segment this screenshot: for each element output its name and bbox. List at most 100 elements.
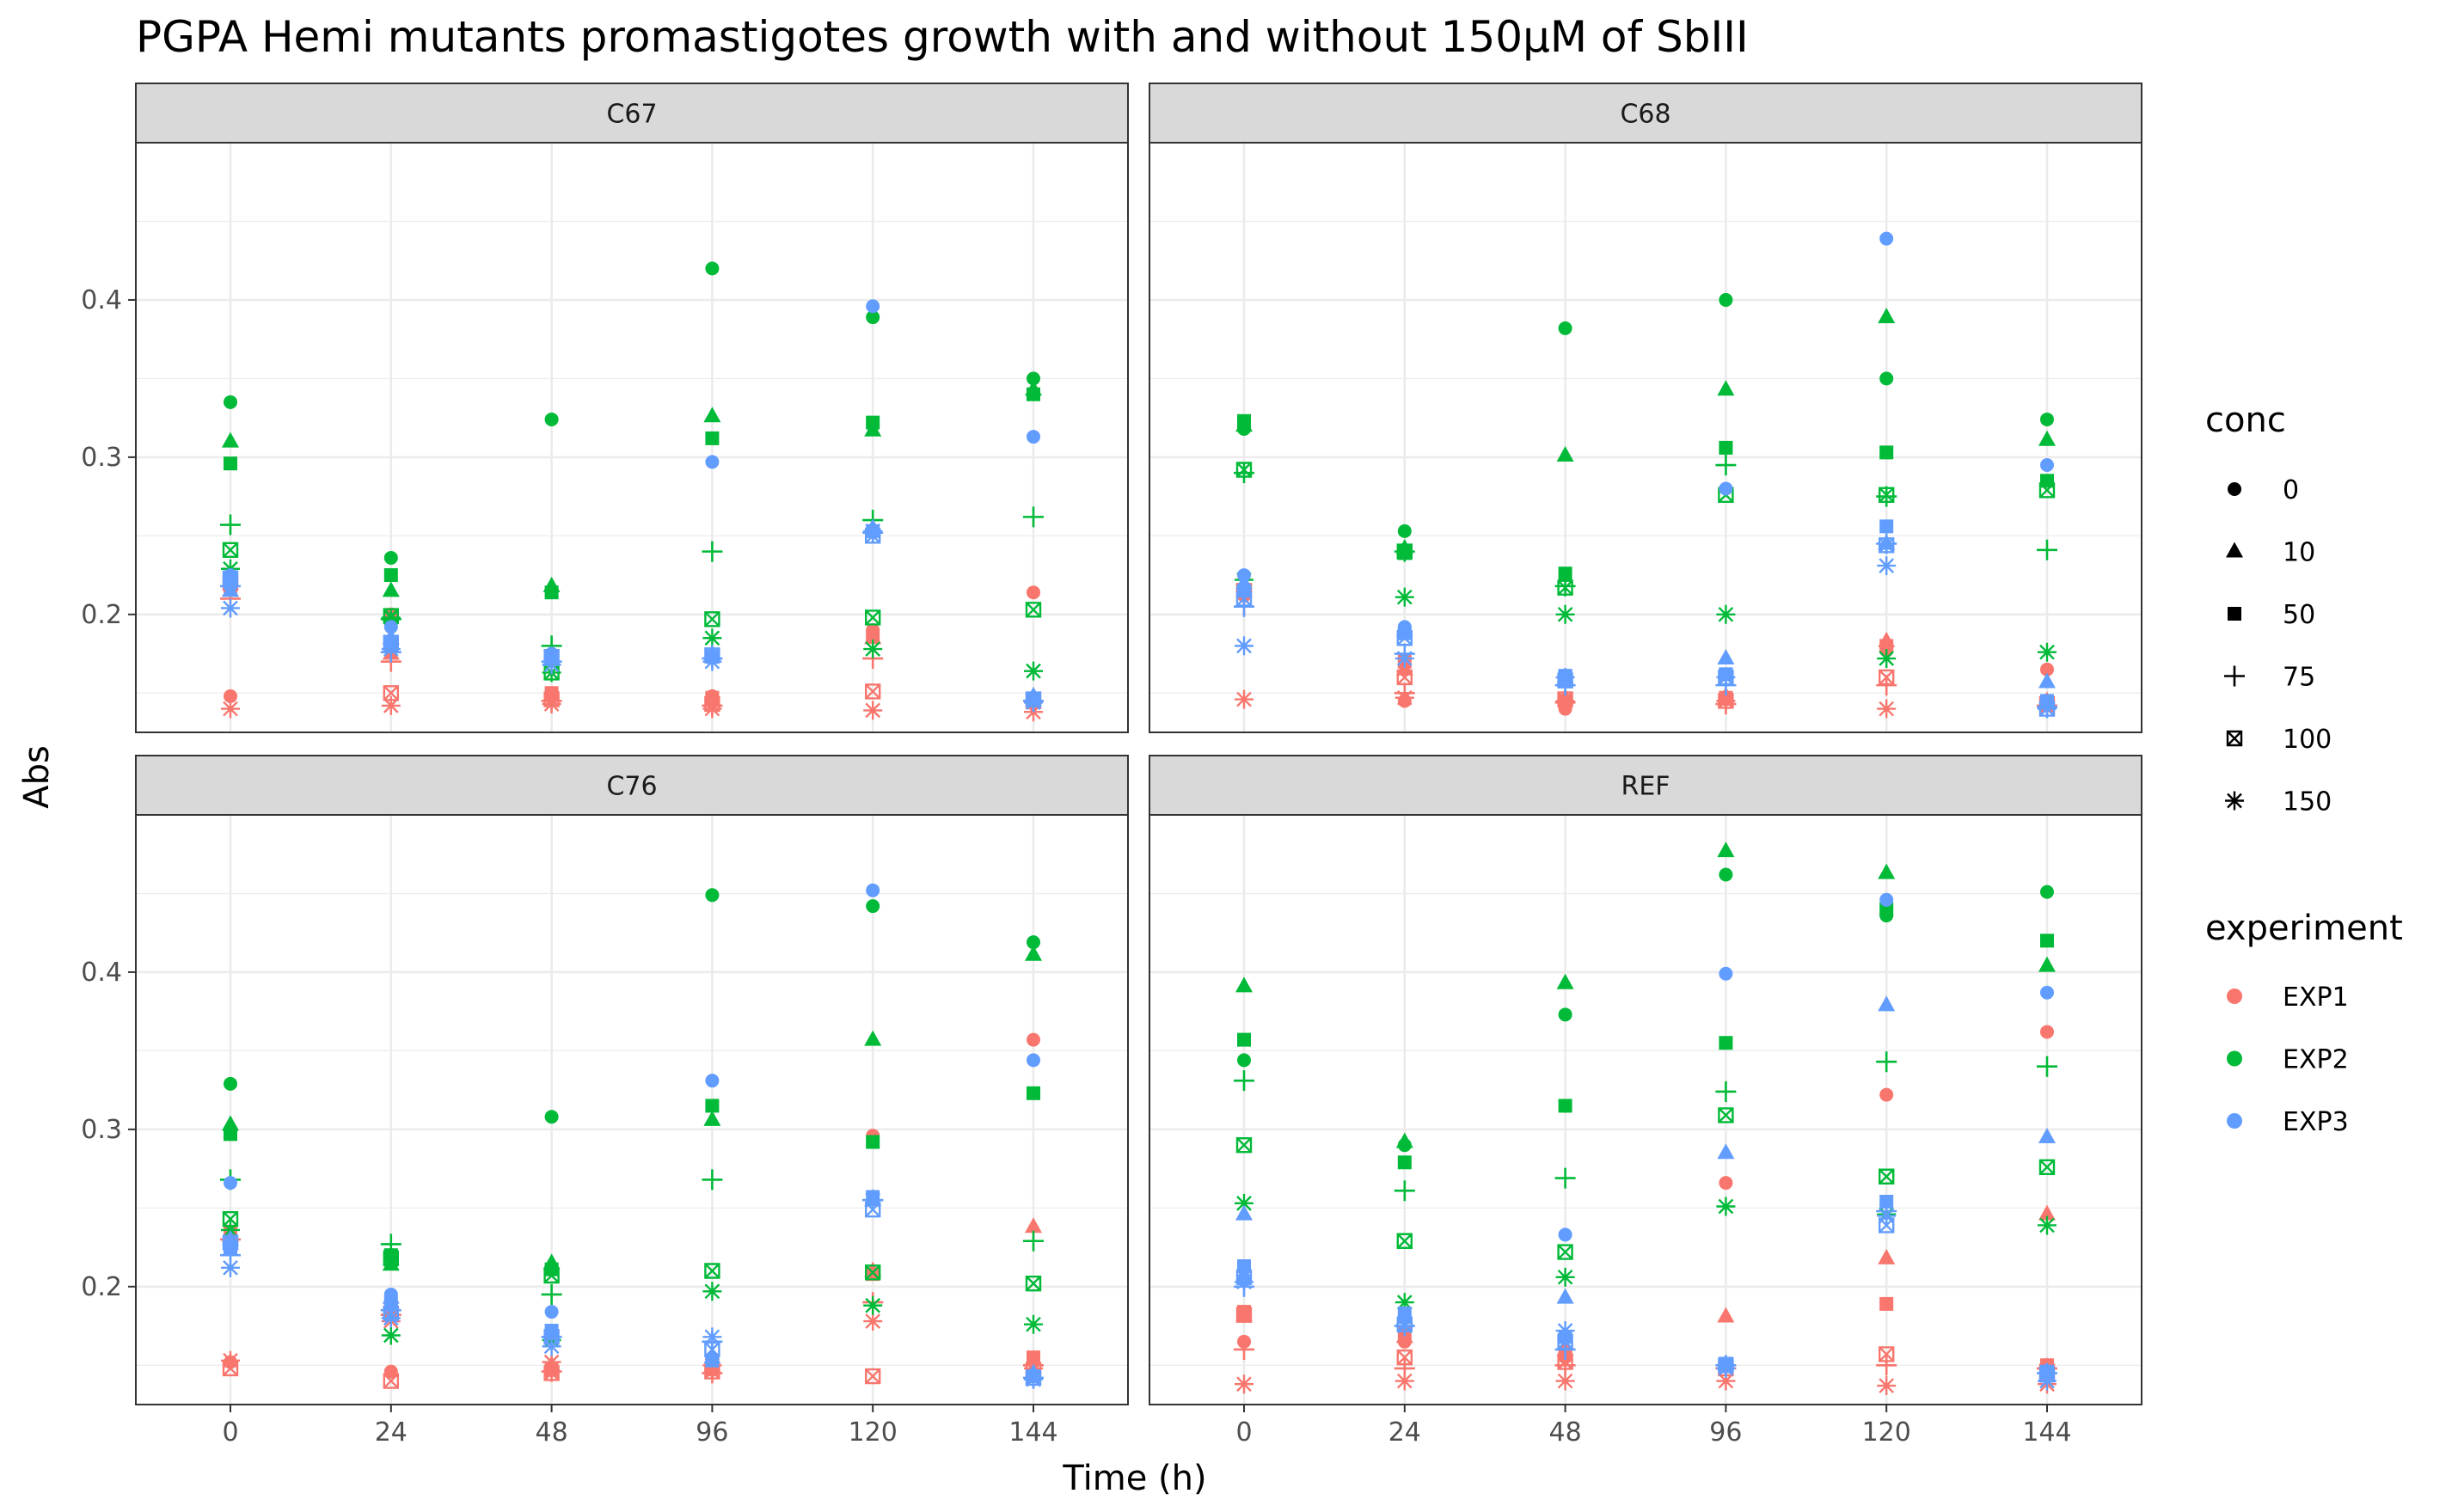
data-point xyxy=(1877,649,1897,669)
legend-conc-item: 75 xyxy=(2224,663,2315,693)
data-point xyxy=(383,1250,399,1267)
data-point xyxy=(222,432,239,448)
legend-experiment-key xyxy=(2227,1113,2242,1129)
data-point xyxy=(1396,630,1413,646)
data-point xyxy=(2037,1056,2057,1077)
data-point xyxy=(2040,412,2054,426)
data-point xyxy=(1027,1032,1040,1047)
legend-conc-item: 100 xyxy=(2226,725,2332,755)
data-point xyxy=(1879,1346,1895,1362)
data-point xyxy=(2038,672,2056,689)
data-point xyxy=(1717,380,1735,396)
data-point xyxy=(702,1282,722,1301)
data-point xyxy=(1717,842,1735,858)
data-point xyxy=(1878,308,1896,324)
legend-conc-item: 150 xyxy=(2225,787,2332,817)
legend-title-experiment: experiment xyxy=(2205,909,2403,948)
data-point xyxy=(383,568,398,583)
data-point xyxy=(1025,602,1042,618)
legend-experiment-item: EXP1 xyxy=(2227,982,2349,1013)
data-point xyxy=(381,695,401,715)
data-point xyxy=(224,1176,237,1191)
data-point xyxy=(381,1308,401,1328)
data-point xyxy=(705,1074,720,1088)
data-point xyxy=(2038,1204,2056,1221)
data-point xyxy=(702,699,722,719)
legend-conc-key xyxy=(2226,542,2243,558)
data-point xyxy=(222,570,239,586)
data-point xyxy=(1395,1132,1413,1148)
data-point xyxy=(1879,892,1894,907)
data-point xyxy=(222,542,239,558)
data-point xyxy=(1027,1086,1040,1100)
data-point xyxy=(1556,446,1574,462)
legend-conc-label: 75 xyxy=(2283,663,2315,693)
data-point xyxy=(1718,1107,1734,1123)
data-point xyxy=(1877,1376,1897,1396)
data-point xyxy=(1879,537,1895,554)
data-point xyxy=(704,1263,720,1279)
data-point xyxy=(1235,1272,1254,1292)
data-point xyxy=(1877,556,1897,576)
data-point xyxy=(1023,1230,1044,1252)
data-point xyxy=(866,629,880,644)
data-point xyxy=(544,585,559,600)
data-point xyxy=(381,1325,401,1345)
data-point xyxy=(1879,487,1895,503)
data-point xyxy=(705,1099,720,1113)
panel-strip xyxy=(135,83,1129,144)
data-point xyxy=(705,431,720,445)
data-point xyxy=(863,521,883,541)
x-tick-label: 24 xyxy=(375,1417,408,1448)
data-point xyxy=(1878,1248,1896,1264)
legend-conc-label: 150 xyxy=(2283,787,2332,817)
data-point xyxy=(1719,1176,1733,1191)
data-point xyxy=(2040,885,2054,899)
data-point xyxy=(1027,387,1040,401)
panel-c76: C76 0.2 0.3 0.4 0 24 48 96 120 144 xyxy=(81,755,1129,1448)
data-point xyxy=(1235,462,1253,478)
data-point xyxy=(866,1267,880,1282)
x-tick-label: 120 xyxy=(1862,1417,1911,1448)
data-point xyxy=(382,1255,400,1271)
data-point xyxy=(1027,430,1040,444)
data-point xyxy=(2040,662,2054,676)
data-point xyxy=(1557,1354,1573,1370)
data-point xyxy=(1235,1307,1253,1323)
data-point xyxy=(1235,976,1253,993)
data-point xyxy=(383,1373,399,1389)
data-point xyxy=(2040,985,2054,1000)
data-point xyxy=(1716,604,1736,624)
data-point xyxy=(381,640,401,659)
data-point xyxy=(1023,506,1044,528)
y-tick-label: 0.3 xyxy=(81,443,122,473)
y-axis-title: Abs xyxy=(17,745,57,809)
data-point xyxy=(1234,1070,1254,1092)
data-point xyxy=(1719,966,1733,981)
data-point xyxy=(1716,1197,1736,1216)
facet-panels: C67 0.2 0.3 0.4 C68 C76 0.2 0.3 0.4 0 24 48 96 120 144… xyxy=(81,83,2142,1448)
data-point xyxy=(866,299,880,314)
data-point xyxy=(1237,1053,1251,1068)
data-point xyxy=(1234,1338,1254,1360)
data-point xyxy=(222,1210,239,1227)
data-point xyxy=(702,1169,723,1191)
data-point xyxy=(1558,1007,1572,1022)
legend-experiment-key xyxy=(2227,1050,2242,1067)
legend-conc-item: 10 xyxy=(2226,538,2315,568)
data-point xyxy=(1716,1358,1736,1378)
data-point xyxy=(1879,1168,1895,1185)
legend-conc-label: 100 xyxy=(2283,725,2332,755)
data-point xyxy=(1027,585,1040,600)
data-point xyxy=(1237,1032,1251,1047)
data-point xyxy=(2038,1215,2057,1235)
data-point xyxy=(1716,691,1736,711)
data-point xyxy=(1557,1333,1573,1350)
panel-ref: REF 0 24 48 96 120 144 xyxy=(1149,755,2142,1448)
data-point xyxy=(866,415,880,430)
data-point xyxy=(222,1234,239,1251)
y-tick-label: 0.2 xyxy=(81,1272,122,1302)
data-point xyxy=(866,1135,880,1149)
data-point xyxy=(2038,1371,2057,1391)
